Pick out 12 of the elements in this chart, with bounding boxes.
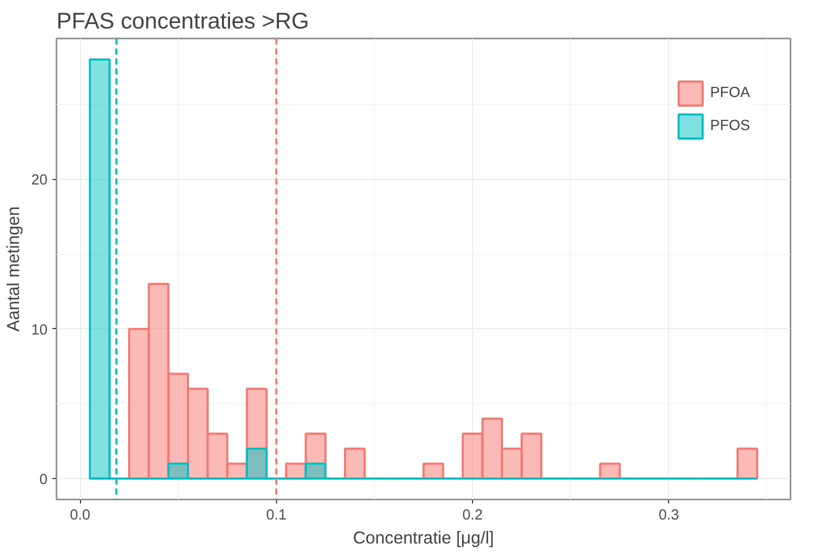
legend-label: PFOA (710, 85, 750, 101)
legend-label: PFOS (710, 118, 750, 134)
y-tick-label: 20 (31, 172, 48, 189)
x-axis-title: Concentratie [μg/l] (353, 528, 494, 548)
chart-title: PFAS concentraties >RG (56, 8, 309, 34)
x-tick-label: 0.2 (462, 508, 483, 524)
x-tick-label: 0.3 (658, 508, 680, 524)
y-axis-title: Aantal metingen (3, 206, 24, 332)
y-tick-label: 10 (31, 322, 48, 338)
y-tick-label: 0 (39, 472, 48, 488)
x-tick-label: 0.0 (70, 508, 90, 524)
x-tick-label: 0.1 (266, 508, 286, 524)
